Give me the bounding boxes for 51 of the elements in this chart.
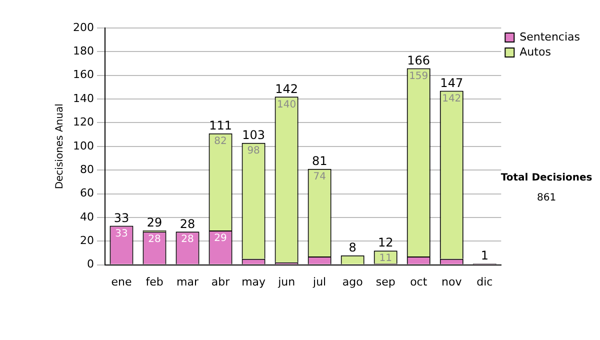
data-label: 29 bbox=[214, 233, 227, 244]
data-label: 33 bbox=[115, 228, 128, 240]
y-tick-label: 20 bbox=[80, 234, 94, 247]
data-label: 140 bbox=[277, 99, 296, 110]
total-label: 103 bbox=[242, 128, 266, 142]
text: 861 bbox=[537, 192, 556, 204]
data-label: 82 bbox=[214, 136, 227, 147]
annotation: Total Decisiones bbox=[500, 172, 592, 184]
y-tick-label: 100 bbox=[72, 139, 94, 152]
total-label: 142 bbox=[275, 82, 298, 96]
total-label: 1 bbox=[480, 248, 488, 263]
x-tick-label: jun bbox=[277, 275, 296, 288]
total-label: 81 bbox=[312, 154, 328, 168]
y-tick-label: 60 bbox=[80, 186, 94, 200]
total-label: 8 bbox=[348, 240, 356, 254]
total-label: 33 bbox=[114, 210, 130, 225]
total-label: 12 bbox=[378, 236, 394, 250]
data-label: 28 bbox=[148, 234, 161, 246]
y-tick-label: 180 bbox=[72, 44, 94, 58]
x-tick-label: ene bbox=[111, 275, 132, 288]
x-tick-label: jul bbox=[312, 275, 326, 288]
x-tick-label: ago bbox=[342, 275, 364, 288]
data-label: 142 bbox=[442, 93, 462, 104]
legend-label: Autos bbox=[520, 45, 552, 58]
x-tick-label: dic bbox=[476, 275, 493, 288]
x-tick-label: oct bbox=[410, 275, 428, 288]
y-tick-label: 120 bbox=[72, 116, 94, 129]
x-tick-label: mar bbox=[176, 275, 199, 288]
y-tick-label: 200 bbox=[72, 20, 94, 34]
x-tick-label: may bbox=[242, 275, 266, 288]
y-tick-label: 140 bbox=[72, 92, 94, 105]
data-label: 98 bbox=[247, 145, 260, 156]
data-label: 28 bbox=[181, 234, 194, 246]
x-tick-label: sep bbox=[376, 275, 396, 288]
legend-label: Sentencias bbox=[520, 30, 580, 44]
x-tick-label: feb bbox=[146, 275, 164, 288]
y-tick-label: 0 bbox=[86, 258, 94, 271]
total-label: 147 bbox=[440, 76, 464, 90]
total-label: 111 bbox=[209, 118, 232, 132]
y-tick-label: 160 bbox=[72, 68, 94, 82]
data-label: 11 bbox=[379, 253, 392, 264]
data-label: 74 bbox=[313, 171, 326, 182]
x-tick-label: abr bbox=[211, 275, 230, 288]
total-label: 28 bbox=[180, 216, 196, 231]
total-label: 29 bbox=[146, 216, 162, 230]
total-label: 166 bbox=[407, 53, 430, 68]
y-axis-title: Decisiones Anual bbox=[54, 104, 66, 190]
x-tick-label: nov bbox=[442, 275, 462, 288]
y-tick-label: 40 bbox=[80, 210, 94, 224]
data-label: 159 bbox=[409, 70, 428, 82]
y-tick-label: 80 bbox=[80, 162, 94, 176]
